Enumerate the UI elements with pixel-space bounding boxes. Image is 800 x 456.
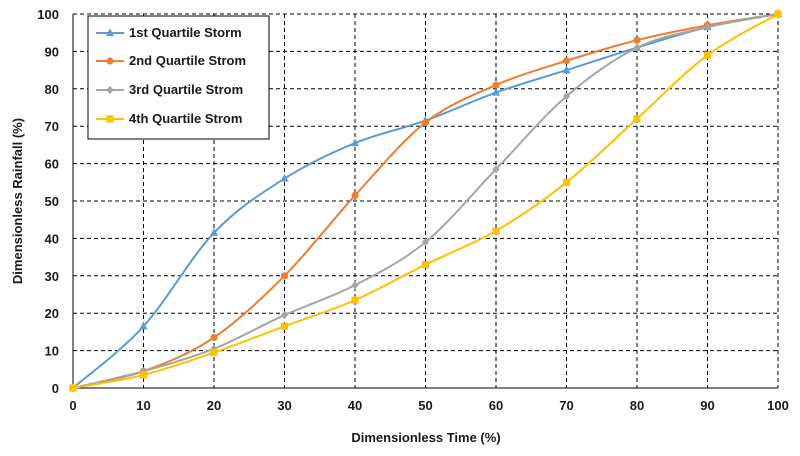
- tick-labels: 0 10 20 30 40 50 60 70 80 90 100 0 10 20 30 40 50 60 70 80 9…: [37, 7, 789, 413]
- y-tick-label-7: 70: [45, 119, 59, 134]
- legend-marker-2: [106, 57, 114, 65]
- legend-label-2: 2nd Quartile Strom: [129, 53, 246, 68]
- data-point-s1-2: [209, 228, 219, 236]
- data-point-s3-8: [633, 43, 641, 52]
- data-point-s2-7: [562, 57, 571, 65]
- x-tick-label-6: 60: [489, 398, 503, 413]
- x-tick-label-7: 70: [559, 398, 573, 413]
- x-axis-title: Dimensionless Time (%): [351, 430, 500, 445]
- y-tick-label-8: 80: [45, 82, 59, 97]
- data-point-s4-0: [69, 384, 77, 392]
- series-line-4: [72, 13, 779, 389]
- y-tick-label-4: 40: [45, 231, 59, 246]
- data-point-s2-4: [351, 191, 359, 199]
- data-point-s4-1: [139, 371, 148, 379]
- x-tick-label-2: 20: [207, 398, 221, 413]
- data-point-s4-3: [280, 322, 289, 330]
- data-point-s3-3: [280, 310, 289, 320]
- legend-marker-4: [106, 115, 114, 123]
- axes: [72, 14, 778, 389]
- data-point-s2-2: [210, 333, 218, 342]
- data-point-s1-3: [280, 173, 289, 182]
- data-point-s2-3: [280, 272, 289, 280]
- data-point-s2-8: [633, 36, 641, 44]
- data-point-s4-2: [210, 348, 218, 357]
- data-point-s4-9: [703, 51, 712, 59]
- y-tick-label-1: 10: [45, 344, 59, 359]
- data-point-s2-6: [492, 81, 500, 89]
- data-point-s4-4: [351, 296, 359, 304]
- x-tick-label-4: 40: [348, 398, 362, 413]
- x-tick-label-1: 10: [136, 398, 150, 413]
- series-layer: [68, 9, 783, 393]
- legend-label-3: 3rd Quartile Strom: [129, 82, 243, 97]
- data-point-s4-6: [492, 227, 500, 235]
- x-tick-label-8: 80: [630, 398, 644, 413]
- legend-label-4: 4th Quartile Strom: [129, 111, 242, 126]
- data-point-s2-5: [421, 118, 430, 127]
- series-line-3: [72, 13, 779, 389]
- data-point-s3-6: [492, 165, 500, 174]
- y-tick-label-2: 20: [45, 306, 59, 321]
- data-point-s3-7: [562, 92, 571, 101]
- data-point-s4-5: [421, 260, 430, 269]
- data-point-s1-6: [491, 87, 501, 96]
- y-tick-label-3: 30: [45, 269, 59, 284]
- data-point-s3-4: [351, 281, 359, 290]
- legend-label-1: 1st Quartile Storm: [129, 25, 242, 40]
- y-tick-label-10: 100: [37, 7, 59, 22]
- data-point-s4-8: [633, 115, 641, 123]
- data-point-s4-10: [774, 10, 782, 18]
- data-point-s4-7: [562, 178, 571, 186]
- series-line-2: [72, 13, 779, 389]
- data-point-s1-4: [350, 138, 360, 147]
- data-point-s3-9: [703, 22, 712, 32]
- x-tick-label-0: 0: [69, 398, 76, 413]
- x-tick-label-3: 30: [277, 398, 291, 413]
- data-point-s1-1: [139, 321, 148, 330]
- legend-marker-3: [106, 85, 114, 95]
- legend-marker-1: [105, 28, 115, 37]
- x-tick-label-5: 50: [418, 398, 432, 413]
- x-tick-label-10: 100: [767, 398, 789, 413]
- x-tick-label-9: 90: [700, 398, 714, 413]
- data-point-s1-7: [562, 65, 571, 74]
- y-axis-title: Dimensionless Rainfall (%): [10, 118, 25, 284]
- y-tick-label-0: 0: [52, 381, 59, 396]
- series-4: [69, 10, 782, 392]
- series-line-1: [72, 13, 779, 389]
- y-tick-label-6: 60: [45, 157, 59, 172]
- data-point-s3-5: [421, 238, 430, 247]
- legend: 1st Quartile Storm 2nd Quartile Strom 3r…: [87, 15, 270, 140]
- y-tick-label-5: 50: [45, 194, 59, 209]
- y-tick-label-9: 90: [45, 44, 59, 59]
